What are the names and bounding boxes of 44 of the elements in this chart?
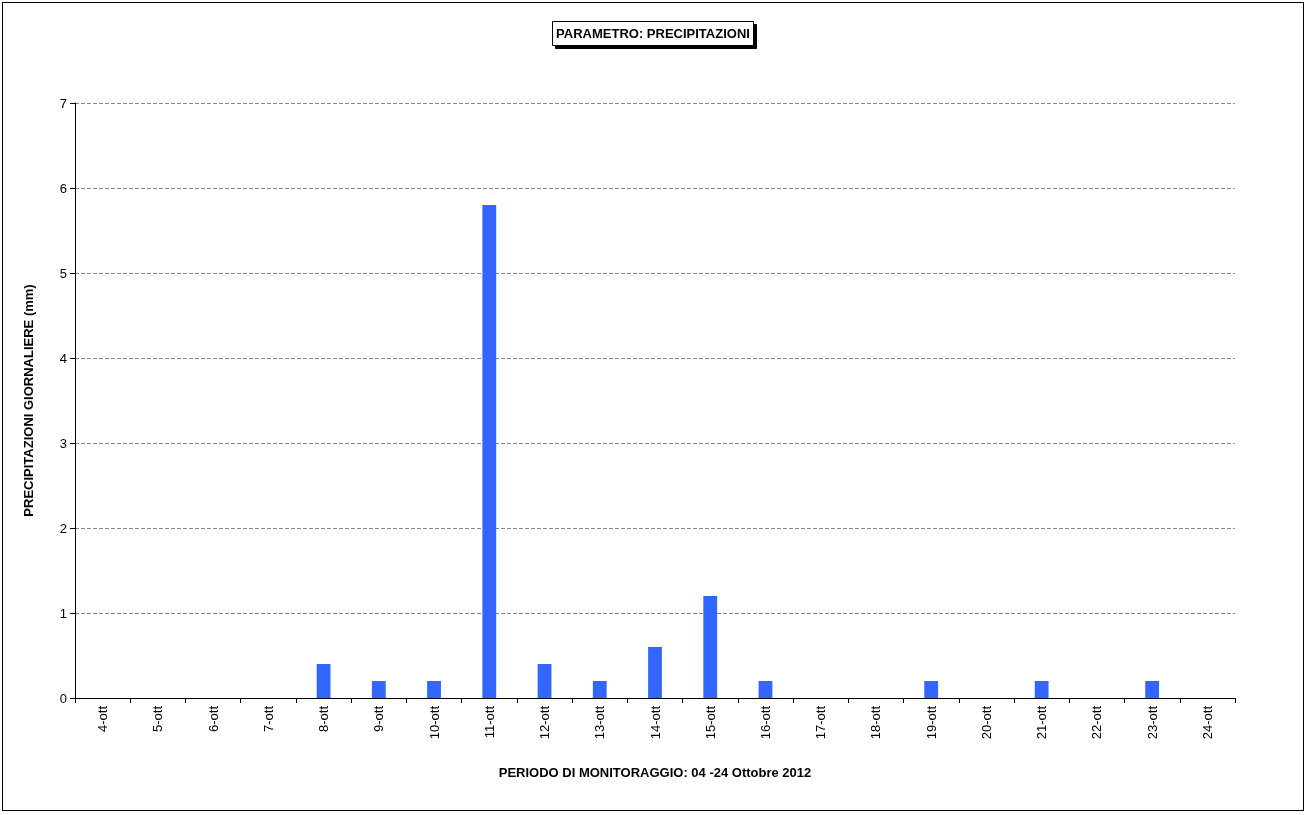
x-tick-label: 15-ott xyxy=(702,705,718,740)
y-tick-label: 2 xyxy=(59,520,67,536)
y-tick-label: 6 xyxy=(59,180,67,196)
bar xyxy=(316,664,331,698)
y-axis-title: PRECIPITAZIONI GIORNALIERE (mm) xyxy=(21,284,36,517)
chart-title: PARAMETRO: PRECIPITAZIONI xyxy=(556,26,750,41)
x-tick-label: 7-ott xyxy=(260,705,276,733)
y-tick-label: 3 xyxy=(59,435,67,451)
bar xyxy=(537,664,552,698)
x-tick-label: 23-ott xyxy=(1144,705,1160,740)
bar xyxy=(648,647,662,698)
x-tick-label: 9-ott xyxy=(371,705,387,733)
x-axis-title: PERIODO DI MONITORAGGIO: 04 -24 Ottobre 2012 xyxy=(498,765,812,780)
x-tick-label: 19-ott xyxy=(923,705,939,740)
x-tick-label: 21-ott xyxy=(1034,705,1050,740)
x-tick-label: 6-ott xyxy=(205,705,221,733)
x-tick-label: 11-ott xyxy=(481,705,497,739)
x-tick-label: 12-ott xyxy=(537,705,553,740)
x-tick-label: 8-ott xyxy=(316,705,332,733)
y-tick-label: 4 xyxy=(59,350,67,366)
x-tick-label: 16-ott xyxy=(757,705,773,740)
x-tick-label: 22-ott xyxy=(1089,705,1105,740)
y-tick-label: 0 xyxy=(59,690,67,706)
bar xyxy=(427,681,441,698)
y-tick-label: 1 xyxy=(59,605,67,621)
x-tick-label: 10-ott xyxy=(426,705,442,740)
x-tick-label: 24-ott xyxy=(1199,705,1215,740)
x-tick-label: 20-ott xyxy=(978,705,994,740)
y-tick-label: 7 xyxy=(59,95,67,111)
x-tick-label: 18-ott xyxy=(868,705,884,740)
bar xyxy=(703,596,718,698)
bar xyxy=(758,681,773,698)
y-tick-label: 5 xyxy=(59,265,67,281)
bar xyxy=(592,681,607,698)
x-tick-label: 13-ott xyxy=(592,705,608,740)
x-tick-label: 5-ott xyxy=(150,705,166,733)
bar xyxy=(1034,681,1049,698)
x-tick-label: 17-ott xyxy=(813,705,829,740)
bar xyxy=(924,681,939,698)
bar xyxy=(482,205,497,698)
x-tick-label: 14-ott xyxy=(647,705,663,740)
bar xyxy=(371,681,386,698)
x-tick-label: 4-ott xyxy=(95,705,111,733)
bar xyxy=(1145,681,1160,698)
